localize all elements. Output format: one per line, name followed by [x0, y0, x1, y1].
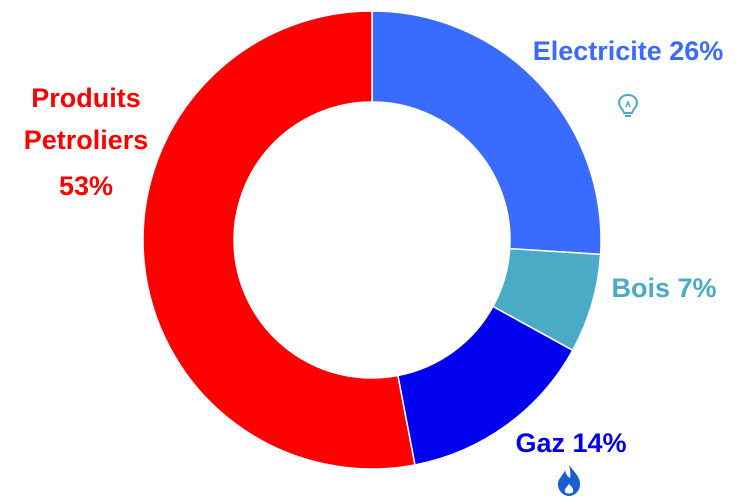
- label-bois: Bois 7%: [611, 273, 716, 303]
- label-petrole-line1: Produits: [31, 83, 141, 113]
- label-petrole-line2: Petroliers: [24, 125, 149, 155]
- label-electricite: Electricite 26%: [533, 36, 724, 66]
- label-gaz: Gaz 14%: [515, 428, 626, 458]
- donut-slices: [142, 10, 602, 470]
- label-petrole-line3: 53%: [59, 171, 113, 201]
- slice-produits-petroliers: [142, 10, 416, 470]
- lightbulb-icon: [617, 93, 639, 117]
- flame-icon: [557, 465, 581, 496]
- slice-electricite: [371, 10, 602, 256]
